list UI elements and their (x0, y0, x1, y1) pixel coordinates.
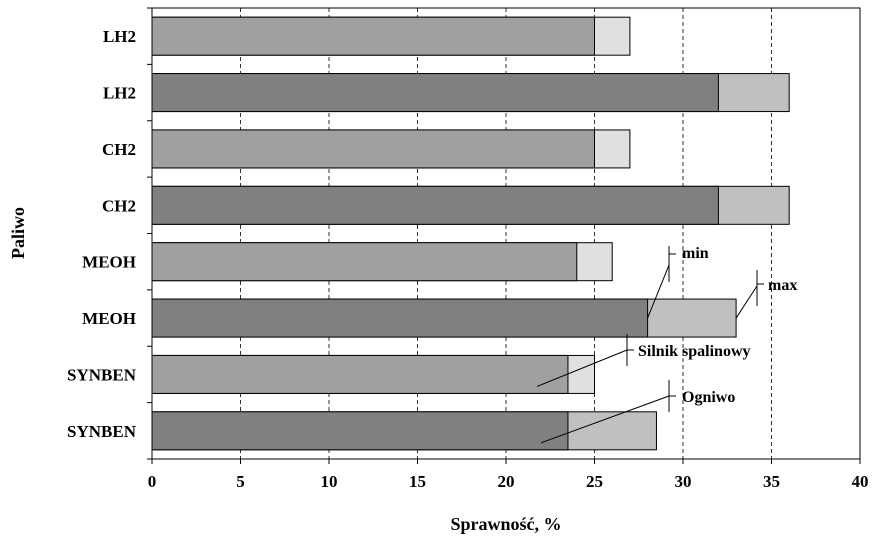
grid-layer (240, 8, 772, 459)
y-axis-title: Paliwo (8, 207, 28, 259)
bar-min (151, 242, 578, 282)
y-tick-label: MEOH (82, 309, 136, 328)
x-tick-label: 25 (586, 472, 603, 491)
annotation-layer: min max Silnik spalinowy Ogniwo (536, 245, 797, 444)
y-tick-label: CH2 (102, 196, 136, 215)
x-tick-label: 10 (321, 472, 338, 491)
bar-min (151, 354, 569, 394)
x-tick-label: 30 (675, 472, 692, 491)
bar-min (151, 16, 595, 56)
bar-min (151, 411, 569, 451)
x-tick-label: 5 (236, 472, 245, 491)
bars-layer (151, 16, 790, 451)
y-tick-label: SYNBEN (67, 365, 137, 384)
bar-min (151, 185, 719, 225)
y-tick-label: CH2 (102, 140, 136, 159)
x-tick-label: 0 (148, 472, 157, 491)
y-tick-label: MEOH (82, 253, 136, 272)
min-label: min (682, 245, 709, 262)
min-leader (647, 246, 670, 319)
max-leader (735, 270, 758, 319)
bar-min (151, 73, 719, 113)
x-tick-label: 15 (409, 472, 426, 491)
max-label: max (768, 277, 797, 294)
y-tick-label: LH2 (103, 27, 136, 46)
y-tick-label: LH2 (103, 84, 136, 103)
bar-min (151, 298, 649, 338)
x-tick-label: 40 (852, 472, 869, 491)
engine-label: Silnik spalinowy (638, 343, 751, 360)
x-tick-label: 35 (763, 472, 780, 491)
axis-layer: 0 5 10 15 20 25 30 35 40 LH2 LH2 CH2 CH2 MEOH MEOH SYNB… (67, 7, 869, 491)
x-tick-label: 20 (498, 472, 515, 491)
bar-min (151, 129, 595, 169)
y-tick-label: SYNBEN (67, 422, 137, 441)
cell-label: Ogniwo (682, 389, 735, 406)
x-axis-title: Sprawność, % (450, 514, 561, 534)
